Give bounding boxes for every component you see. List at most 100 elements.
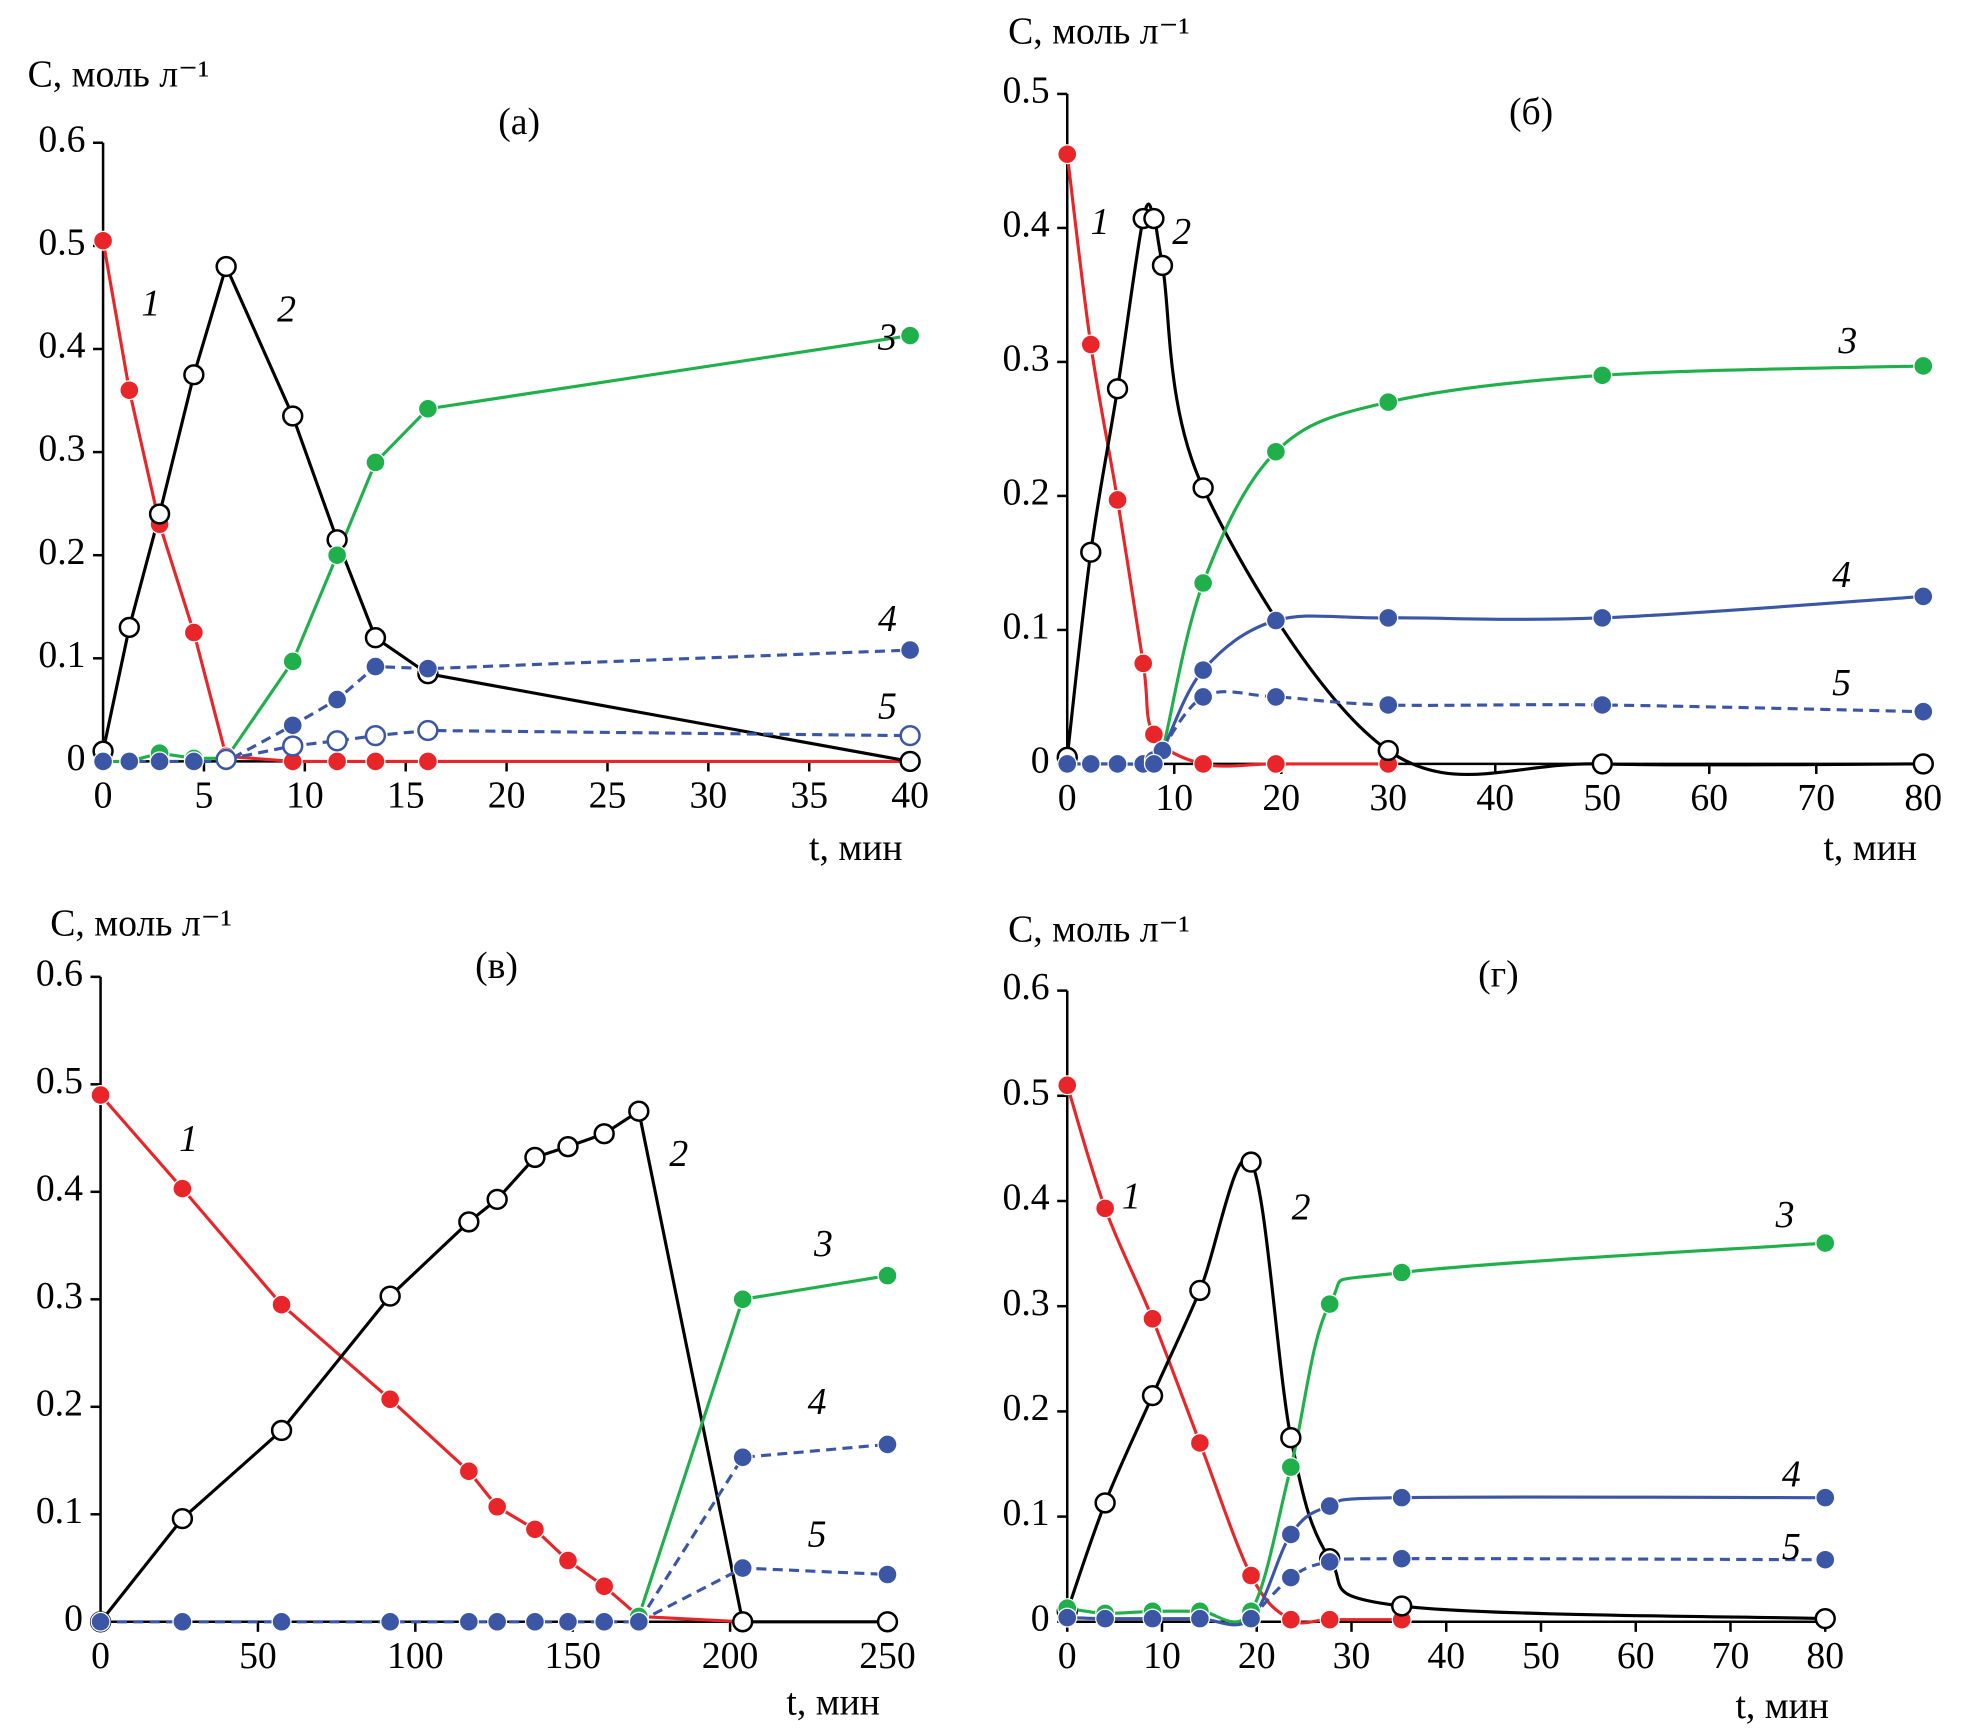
data-point xyxy=(1057,753,1078,774)
x-tick-label: 35 xyxy=(790,775,828,817)
x-tick-label: 20 xyxy=(1262,777,1300,819)
y-tick-label: 0.5 xyxy=(1003,70,1050,112)
x-tick-label: 50 xyxy=(239,1635,277,1677)
series-line xyxy=(1067,1241,1826,1624)
y-tick-label: 0.1 xyxy=(1003,606,1050,648)
curve-label: 2 xyxy=(669,1133,688,1175)
curve-label: 5 xyxy=(808,1514,827,1556)
y-tick-label: 0.1 xyxy=(38,634,85,676)
data-point xyxy=(417,751,438,772)
data-point xyxy=(524,1611,545,1632)
data-point xyxy=(1080,334,1101,355)
x-tick-label: 10 xyxy=(1155,777,1193,819)
series-line xyxy=(100,1442,888,1624)
data-point xyxy=(1240,1151,1262,1173)
x-tick-label: 200 xyxy=(702,1635,759,1677)
data-point xyxy=(1107,489,1128,510)
data-point xyxy=(1094,1492,1116,1514)
x-tick-label: 10 xyxy=(286,775,324,817)
data-point xyxy=(1193,660,1214,681)
series-line xyxy=(1065,154,1389,768)
x-tick-label: 60 xyxy=(1617,1635,1655,1677)
data-point xyxy=(1815,1233,1836,1254)
y-tick-label: 0.5 xyxy=(1003,1071,1050,1113)
y-tick-label: 0.2 xyxy=(1003,472,1050,514)
data-point xyxy=(417,719,439,742)
data-point xyxy=(1193,753,1214,774)
x-tick-label: 40 xyxy=(1427,1635,1465,1677)
data-point xyxy=(899,750,921,773)
x-tick-label: 70 xyxy=(1712,1635,1750,1677)
data-point xyxy=(487,1611,508,1632)
series-line xyxy=(1065,202,1924,776)
data-point xyxy=(1280,1524,1301,1545)
series-line xyxy=(225,728,911,761)
data-point xyxy=(594,1576,615,1597)
curve-label: 2 xyxy=(277,289,296,331)
x-tick-label: 80 xyxy=(1904,777,1942,819)
data-point xyxy=(1143,753,1164,774)
data-point xyxy=(183,364,205,386)
data-point xyxy=(1193,686,1214,707)
series-line xyxy=(638,1566,888,1624)
data-point xyxy=(876,1611,899,1633)
data-point xyxy=(1265,441,1286,462)
series-line xyxy=(101,240,911,763)
data-point xyxy=(417,398,438,419)
data-point xyxy=(900,325,921,346)
data-point xyxy=(1106,378,1129,400)
data-point xyxy=(119,380,140,401)
curve-label: 2 xyxy=(1172,211,1191,253)
data-point xyxy=(282,735,304,757)
y-tick-label: 0.3 xyxy=(36,1275,83,1317)
data-point xyxy=(1189,1279,1211,1302)
data-point xyxy=(90,1085,111,1106)
data-point xyxy=(365,656,386,677)
series-line xyxy=(103,648,911,763)
x-tick-label: 0 xyxy=(94,775,113,817)
data-point xyxy=(1080,753,1101,774)
curve-label: 2 xyxy=(1292,1187,1311,1229)
x-tick-label: 70 xyxy=(1797,777,1835,819)
curve-label: 3 xyxy=(813,1223,833,1265)
data-point xyxy=(326,730,348,752)
series-line xyxy=(1065,1157,1826,1621)
data-point xyxy=(1319,1609,1340,1630)
y-tick-label: 0 xyxy=(1031,740,1050,782)
data-point xyxy=(732,1289,753,1310)
x-tick-label: 40 xyxy=(891,775,929,817)
data-point xyxy=(183,622,204,643)
data-point xyxy=(1913,355,1934,376)
x-tick-label: 60 xyxy=(1690,777,1728,819)
y-tick-label: 0.3 xyxy=(38,428,85,470)
x-tick-label: 20 xyxy=(1238,1635,1276,1677)
data-point xyxy=(1057,144,1078,165)
y-tick-label: 0.1 xyxy=(36,1490,83,1532)
data-point xyxy=(1240,1608,1262,1629)
curve-label: 3 xyxy=(1837,320,1857,362)
data-point xyxy=(215,748,237,771)
y-tick-label: 0 xyxy=(64,1597,83,1639)
x-tick-label: 250 xyxy=(859,1635,916,1677)
y-tick-label: 0.4 xyxy=(1003,1177,1050,1219)
y-tick-label: 0.3 xyxy=(1003,1282,1050,1324)
data-point xyxy=(1280,1457,1301,1478)
x-tick-label: 25 xyxy=(589,775,627,817)
data-point xyxy=(557,1550,579,1571)
data-point xyxy=(594,1611,615,1632)
data-point xyxy=(365,751,386,772)
data-point xyxy=(899,725,921,747)
y-axis-label: C, моль л⁻¹ xyxy=(28,53,210,95)
data-point xyxy=(271,1294,292,1315)
data-point xyxy=(487,1496,508,1517)
data-point xyxy=(118,616,140,639)
data-point xyxy=(327,689,348,710)
data-point xyxy=(486,1188,508,1210)
data-point xyxy=(732,1558,753,1579)
data-point xyxy=(1913,586,1934,607)
panel: 0 0.1 0.2 0.3 0.4 0.5 0 10 20 30 40 50 60 70 80 (б) C, м… xyxy=(1003,11,1943,869)
curve-label: 1 xyxy=(1090,201,1109,243)
data-point xyxy=(90,1611,111,1632)
